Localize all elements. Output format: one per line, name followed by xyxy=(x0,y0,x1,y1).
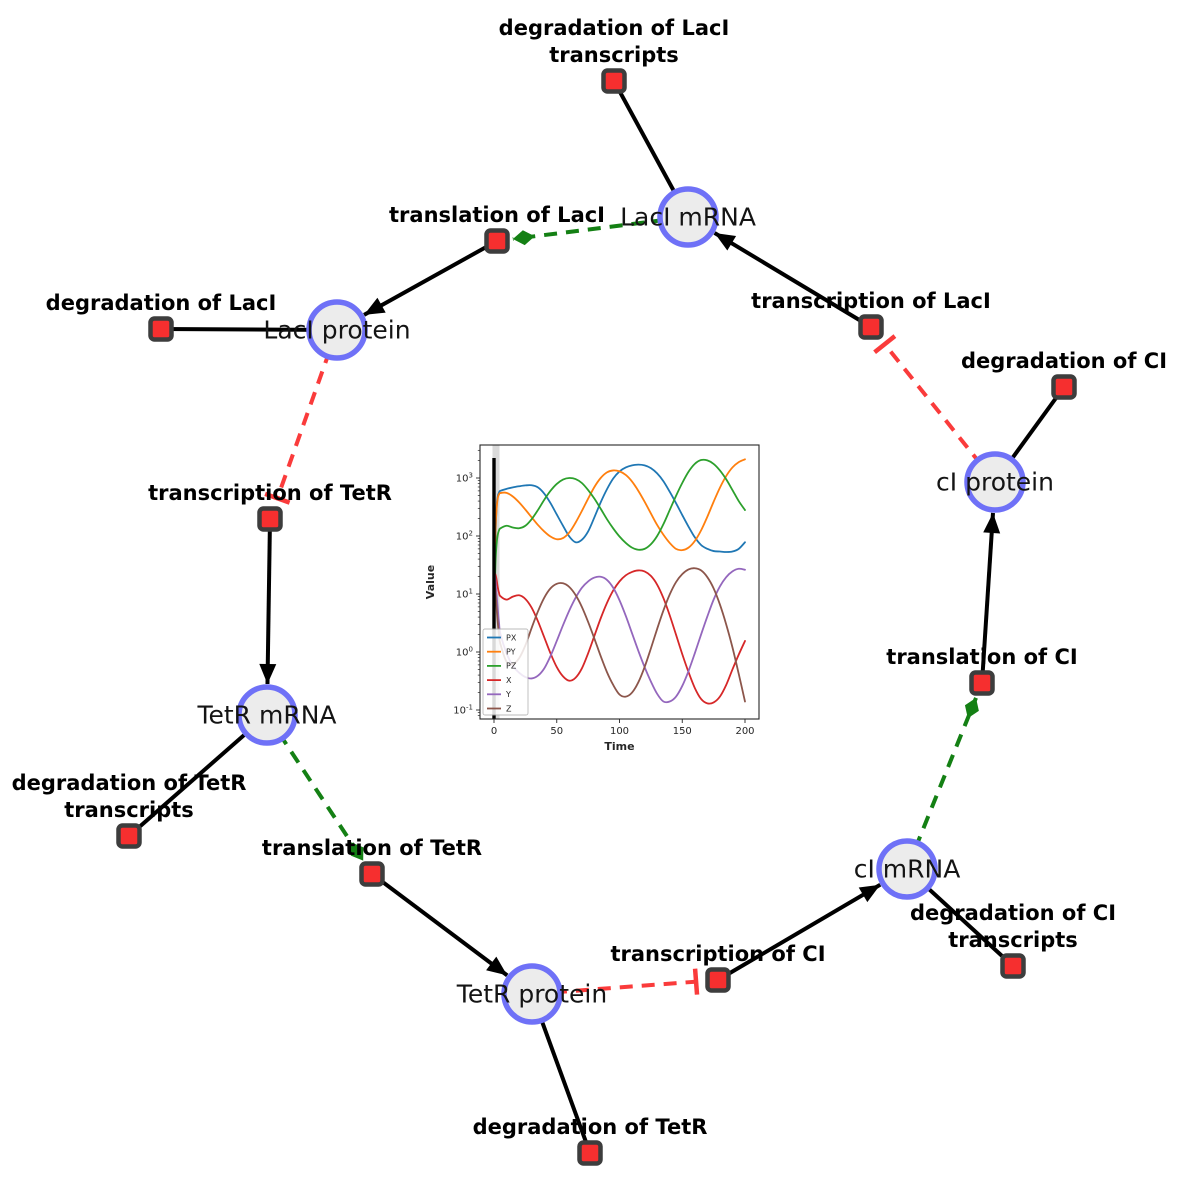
species-label-ci_protein: cI protein xyxy=(936,468,1054,497)
legend-entry-label: Z xyxy=(506,704,512,713)
reaction-label-deg_laci_tx: degradation of LacI xyxy=(499,16,730,40)
nodes-layer xyxy=(116,68,1077,1166)
reaction-label-deg_tetr: degradation of TetR xyxy=(473,1115,708,1139)
reaction-label-deg_laci: degradation of LacI xyxy=(46,291,277,315)
reaction-label-deg_tetr_tx: degradation of TetR xyxy=(12,771,247,795)
species-label-tetr_protein: TetR protein xyxy=(456,980,607,1009)
plot-area xyxy=(492,445,746,719)
edge-tx_ci-ci_mrna xyxy=(716,882,882,982)
y-tick-label: 103 xyxy=(456,472,473,485)
species-node-laci_mrna xyxy=(657,186,719,248)
species-label-ci_mrna: cI mRNA xyxy=(854,855,961,884)
series-PY xyxy=(493,458,746,653)
species-label-laci_mrna: LacI mRNA xyxy=(620,203,756,232)
legend-entry-label: PY xyxy=(506,648,516,657)
legend: PX PY PZ XYZ xyxy=(482,628,529,716)
species-node-tetr_mrna xyxy=(236,684,298,746)
reaction-label-deg_tetr_tx: transcripts xyxy=(64,798,194,822)
reaction-node-deg_tetr xyxy=(577,1140,603,1166)
edge-tl_laci-laci_protein xyxy=(363,239,498,317)
reaction-node-deg_ci xyxy=(1051,374,1077,400)
reaction-node-tx_ci xyxy=(705,967,731,993)
labels-layer: LacI mRNA LacI protein TetR mRNA TetR prote… xyxy=(12,16,1167,1139)
y-axis-label: Value xyxy=(424,565,437,599)
edge-tx_tetr-tetr_mrna xyxy=(259,518,277,685)
legend-entry-label: X xyxy=(506,676,512,685)
x-tick-label: 100 xyxy=(610,726,629,737)
y-tick-label: 10-1 xyxy=(453,704,473,717)
reaction-label-tx_laci: transcription of LacI xyxy=(751,289,991,313)
x-tick-label: 50 xyxy=(550,726,563,737)
y-tick-label: 102 xyxy=(456,530,473,543)
edge-tx_laci-laci_mrna xyxy=(713,231,873,329)
reaction-node-tl_tetr xyxy=(359,861,385,887)
reaction-label-tl_ci: translation of CI xyxy=(886,645,1077,669)
reaction-label-deg_laci_tx: transcripts xyxy=(549,43,679,67)
series-X xyxy=(493,569,746,705)
reaction-node-tx_tetr xyxy=(257,506,283,532)
reaction-node-deg_laci_tx xyxy=(601,68,627,94)
reaction-node-deg_ci_tx xyxy=(1000,953,1026,979)
x-tick-label: 0 xyxy=(491,726,497,737)
reaction-node-tl_laci xyxy=(484,228,510,254)
species-node-ci_mrna xyxy=(876,838,938,900)
species-node-tetr_protein xyxy=(501,963,563,1025)
edge-ci_mrna-tl_ci xyxy=(905,697,979,870)
reaction-label-tl_tetr: translation of TetR xyxy=(262,836,482,860)
reaction-label-tx_tetr: transcription of TetR xyxy=(148,481,392,505)
species-label-laci_protein: LacI protein xyxy=(263,316,410,345)
legend-entry-label: PX xyxy=(506,633,517,642)
legend-entry-label: PZ xyxy=(506,662,517,671)
reaction-node-deg_laci xyxy=(148,316,174,342)
species-node-laci_protein xyxy=(306,299,368,361)
species-label-tetr_mrna: TetR mRNA xyxy=(196,701,336,730)
reaction-node-tx_laci xyxy=(858,314,884,340)
x-tick-label: 150 xyxy=(673,726,692,737)
reaction-label-tx_ci: transcription of CI xyxy=(610,942,825,966)
reaction-label-deg_ci_tx: degradation of CI xyxy=(910,901,1116,925)
edge-tl_tetr-tetr_protein xyxy=(370,872,509,977)
x-tick-label: 200 xyxy=(735,726,754,737)
series-PZ xyxy=(493,458,746,653)
reaction-label-tl_laci: translation of LacI xyxy=(389,203,605,227)
edge-tl_ci-ci_protein xyxy=(980,512,1001,684)
reaction-node-deg_tetr_tx xyxy=(116,823,142,849)
series-PX xyxy=(493,463,746,653)
y-tick-label: 101 xyxy=(456,588,473,601)
species-node-ci_protein xyxy=(964,451,1026,513)
reaction-label-deg_ci_tx: transcripts xyxy=(948,928,1078,952)
reaction-node-tl_ci xyxy=(969,670,995,696)
axis-ticks xyxy=(476,449,746,723)
legend-entry-label: Y xyxy=(505,690,511,699)
y-tick-label: 100 xyxy=(456,646,473,659)
inset-timeseries-chart: 0 50 100 150 20010-1100101102103TimeValuePXP… xyxy=(420,436,780,766)
x-axis-label: Time xyxy=(604,740,634,753)
reaction-label-deg_ci: degradation of CI xyxy=(961,349,1167,373)
